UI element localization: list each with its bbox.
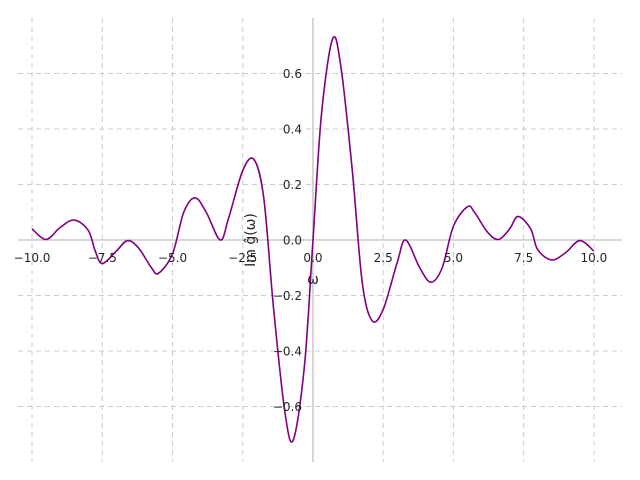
- y-tick-label: 0.4: [283, 123, 302, 137]
- y-tick-label: 0.2: [283, 178, 302, 192]
- x-tick-label: 7.5: [514, 251, 533, 265]
- x-tick-label: 2.5: [374, 251, 393, 265]
- y-tick-label: −0.6: [273, 400, 302, 414]
- x-tick-label: −7.5: [88, 251, 117, 265]
- x-tick-label: 10.0: [581, 251, 608, 265]
- series-line: [31, 36, 595, 443]
- x-tick-label: −10.0: [14, 251, 51, 265]
- y-axis-label: Im ĝ(ω): [243, 213, 259, 267]
- x-tick-label: −5.0: [158, 251, 187, 265]
- series-layer: [31, 36, 595, 443]
- y-tick-label: −0.2: [273, 289, 302, 303]
- y-tick-label: 0.0: [283, 234, 302, 248]
- y-tick-label: −0.4: [273, 345, 302, 359]
- y-tick-label: 0.6: [283, 67, 302, 81]
- x-tick-label: 5.0: [444, 251, 463, 265]
- tick-labels: −10.0 −7.5 −5.0 −2.5 0.0 2.5 5.0 7.5 10.0 −0.6 −0.…: [14, 67, 608, 414]
- x-tick-label: −2.5: [228, 251, 257, 265]
- x-tick-label: 0.0: [303, 251, 322, 265]
- x-axis-label: ω: [307, 272, 319, 288]
